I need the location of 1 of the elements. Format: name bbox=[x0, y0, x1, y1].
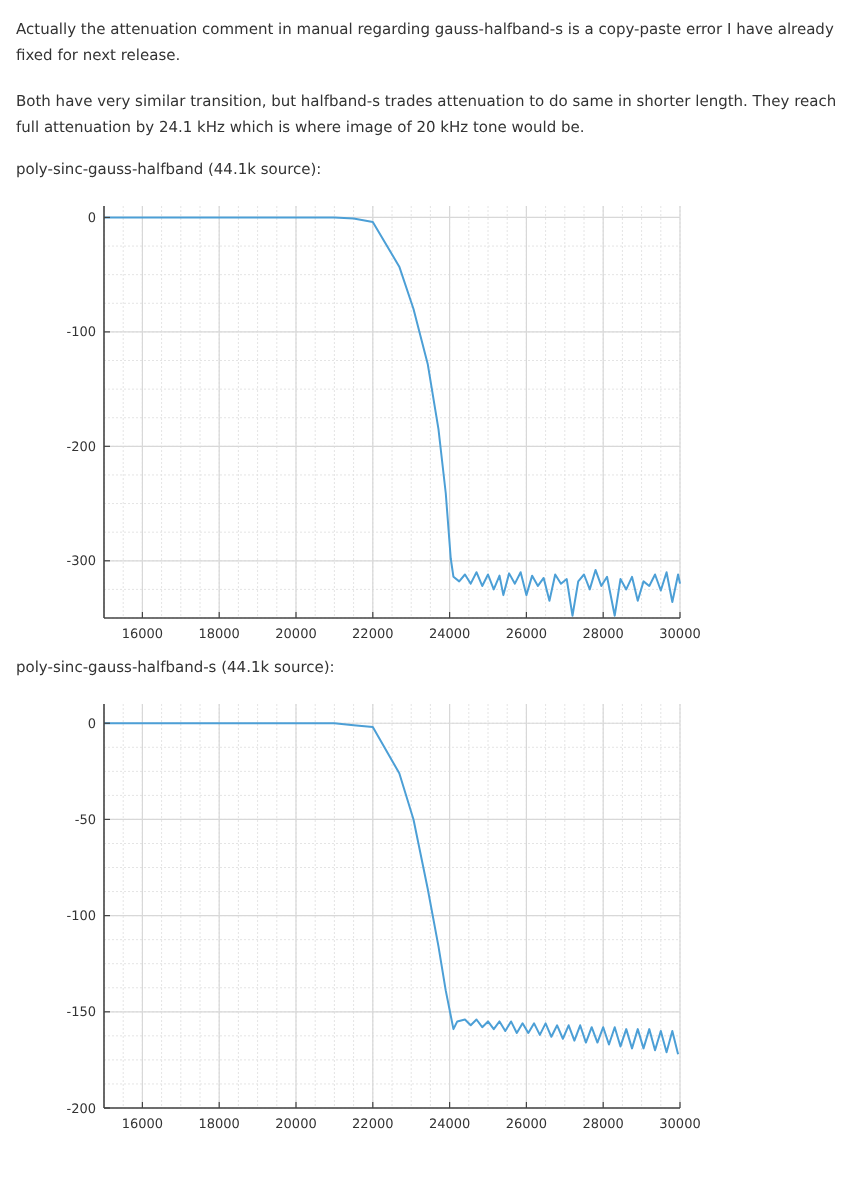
line-series bbox=[103, 722, 680, 1056]
